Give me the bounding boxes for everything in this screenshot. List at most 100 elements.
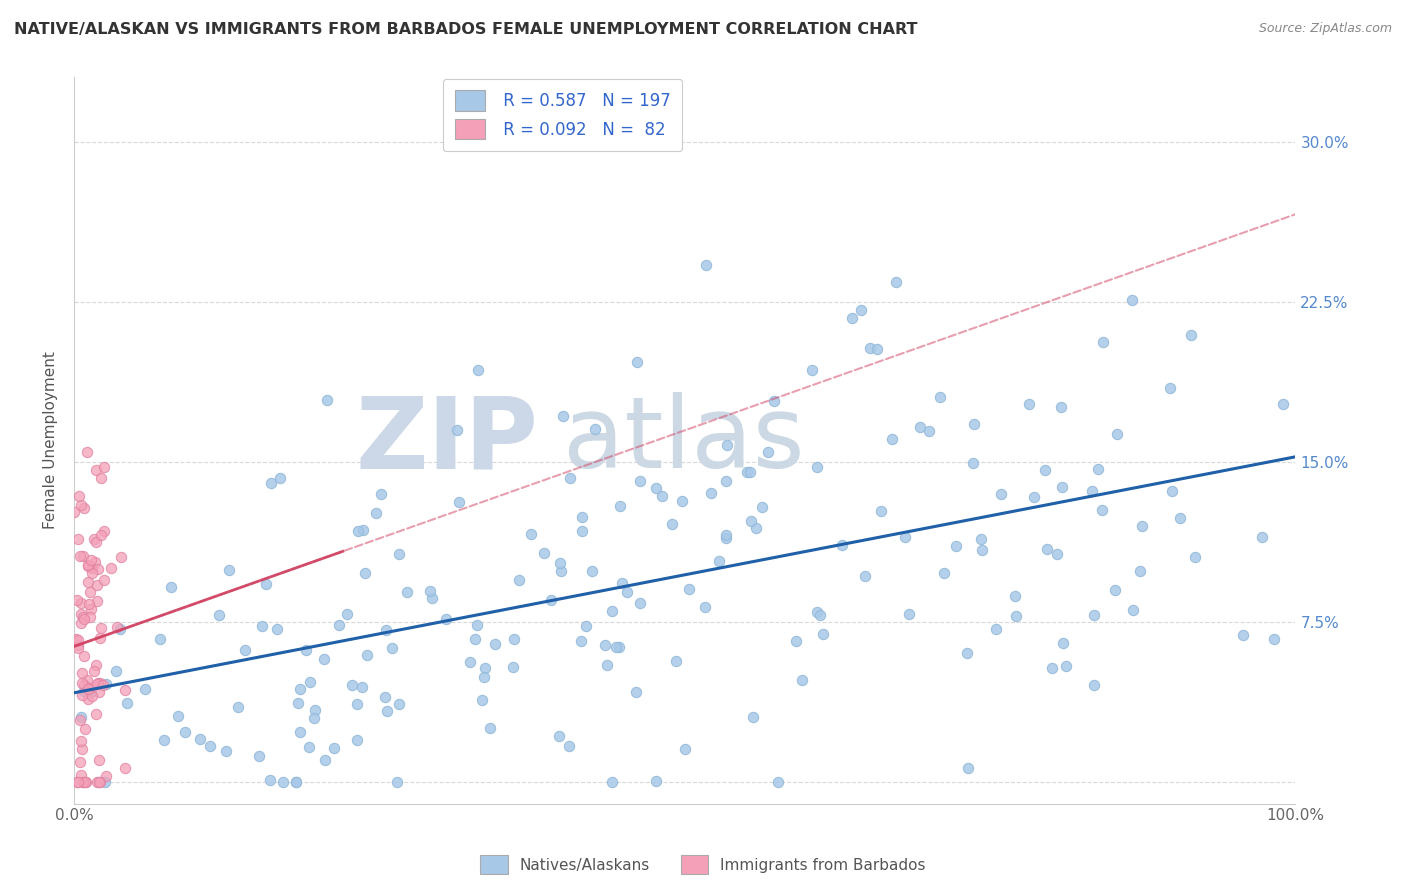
Point xyxy=(1050,400,1073,414)
Point xyxy=(72,610,94,624)
Point xyxy=(72,648,94,663)
Point xyxy=(1122,603,1144,617)
Point xyxy=(595,638,617,652)
Point xyxy=(502,659,524,673)
Point xyxy=(66,775,89,789)
Point xyxy=(86,578,108,592)
Point xyxy=(551,409,574,423)
Point xyxy=(866,342,889,356)
Point xyxy=(1036,541,1059,556)
Point xyxy=(616,584,638,599)
Point xyxy=(100,561,122,575)
Point xyxy=(503,632,526,646)
Point xyxy=(929,390,952,404)
Point xyxy=(1129,564,1152,578)
Point xyxy=(84,707,107,722)
Point xyxy=(1232,628,1254,642)
Point xyxy=(86,593,108,607)
Point xyxy=(479,721,502,735)
Point xyxy=(73,612,96,626)
Point xyxy=(1054,659,1077,673)
Text: Source: ZipAtlas.com: Source: ZipAtlas.com xyxy=(1258,22,1392,36)
Point xyxy=(76,444,98,458)
Point xyxy=(813,626,835,640)
Point xyxy=(910,420,932,434)
Point xyxy=(134,681,156,696)
Point xyxy=(114,761,136,775)
Point xyxy=(69,549,91,564)
Point xyxy=(75,775,97,789)
Point xyxy=(628,474,651,488)
Point xyxy=(970,543,993,558)
Point xyxy=(1251,530,1274,544)
Point xyxy=(80,689,103,703)
Point xyxy=(284,775,307,789)
Point xyxy=(86,775,108,789)
Point xyxy=(328,617,350,632)
Point xyxy=(370,487,392,501)
Point xyxy=(287,696,309,710)
Point xyxy=(93,573,115,587)
Point xyxy=(110,550,132,565)
Point xyxy=(73,683,96,698)
Point xyxy=(1180,328,1202,343)
Point xyxy=(84,555,107,569)
Point xyxy=(990,487,1012,501)
Point xyxy=(70,768,93,782)
Point xyxy=(67,638,90,652)
Point xyxy=(73,678,96,692)
Point xyxy=(352,680,374,694)
Text: atlas: atlas xyxy=(562,392,804,489)
Point xyxy=(645,481,668,495)
Point xyxy=(934,566,956,580)
Point xyxy=(215,744,238,758)
Point xyxy=(198,739,221,754)
Point xyxy=(77,681,100,695)
Point xyxy=(548,557,571,571)
Point xyxy=(740,514,762,528)
Point xyxy=(751,500,773,515)
Point xyxy=(1105,427,1128,442)
Point xyxy=(354,566,377,581)
Point xyxy=(884,275,907,289)
Point xyxy=(299,675,322,690)
Point xyxy=(385,775,408,789)
Point xyxy=(70,498,93,512)
Point xyxy=(69,713,91,727)
Point xyxy=(72,549,94,563)
Point xyxy=(190,731,212,746)
Point xyxy=(77,597,100,611)
Point xyxy=(108,623,131,637)
Point xyxy=(1083,678,1105,692)
Point xyxy=(375,705,398,719)
Point xyxy=(1046,547,1069,561)
Point xyxy=(76,574,98,589)
Point xyxy=(153,732,176,747)
Point xyxy=(600,775,623,789)
Point xyxy=(294,643,316,657)
Point xyxy=(806,605,828,619)
Point xyxy=(70,596,93,610)
Point xyxy=(346,524,368,538)
Point xyxy=(80,553,103,567)
Point xyxy=(471,693,494,707)
Point xyxy=(1052,636,1074,650)
Point xyxy=(446,423,468,437)
Point xyxy=(661,516,683,531)
Point xyxy=(624,685,647,699)
Point xyxy=(70,688,93,702)
Point xyxy=(651,489,673,503)
Point xyxy=(259,773,281,788)
Point xyxy=(420,591,443,605)
Point xyxy=(714,474,737,488)
Point xyxy=(70,675,93,690)
Point xyxy=(1168,510,1191,524)
Point xyxy=(434,612,457,626)
Point xyxy=(602,604,624,618)
Point xyxy=(160,580,183,594)
Point xyxy=(626,355,648,369)
Point xyxy=(322,740,344,755)
Point xyxy=(70,741,93,756)
Point xyxy=(94,775,117,789)
Point xyxy=(86,677,108,691)
